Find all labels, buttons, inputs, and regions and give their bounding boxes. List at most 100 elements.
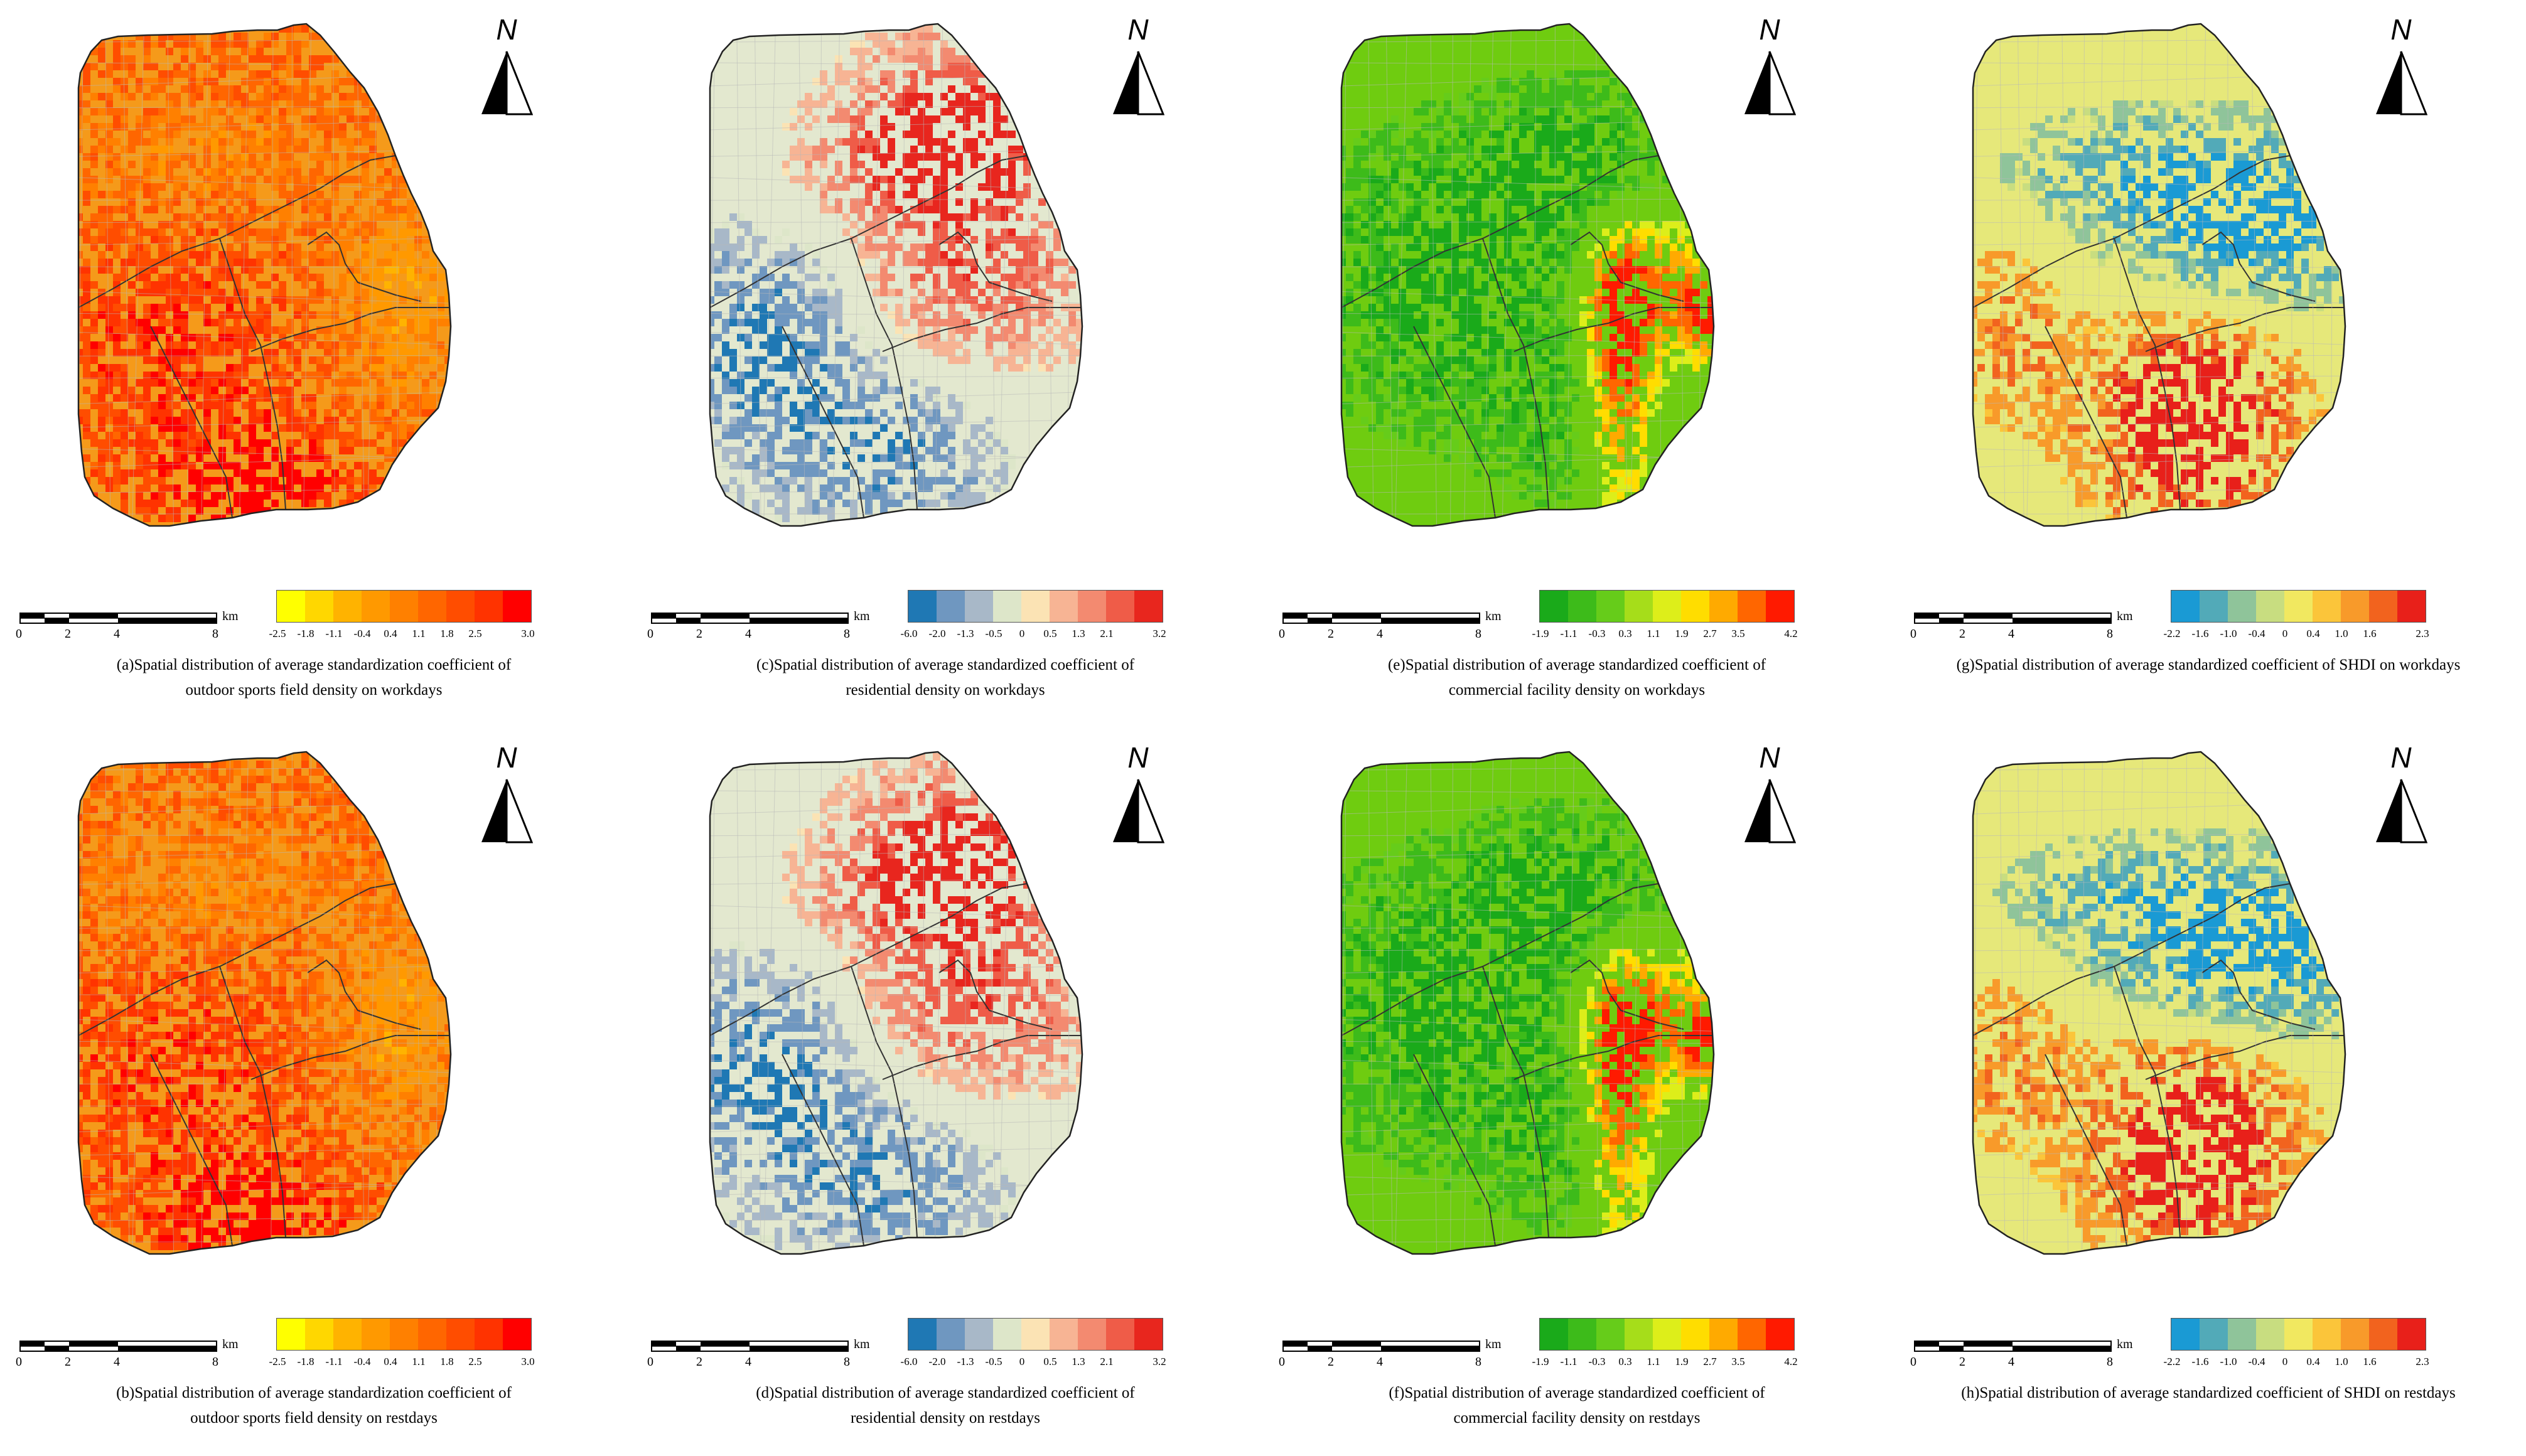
grid-cell (234, 462, 241, 469)
grid-cell (1406, 183, 1414, 191)
grid-cell (2279, 191, 2286, 198)
grid-cell (903, 108, 910, 115)
grid-cell (1429, 236, 1436, 244)
grid-cell (1692, 289, 1700, 296)
caption-line-2: outdoor sports field density on workdays (6, 678, 621, 703)
grid-cell (249, 78, 256, 85)
grid-cell (188, 515, 196, 522)
caption-line-1: (e)Spatial distribution of average stand… (1269, 653, 1884, 678)
grid-cell (241, 477, 249, 484)
grid-cell (392, 334, 399, 341)
grid-cell (294, 379, 301, 387)
grid-cell (2218, 236, 2226, 244)
grid-cell (895, 228, 903, 236)
grid-cell (354, 221, 362, 228)
grid-cell (797, 326, 805, 334)
grid-cell (151, 304, 158, 311)
grid-cell (158, 462, 166, 469)
grid-cell (827, 304, 835, 311)
grid-cell (414, 228, 422, 236)
grid-cell (181, 48, 188, 55)
grid-cell (1368, 198, 1376, 206)
grid-cell (1700, 356, 1707, 364)
grid-cell (181, 251, 188, 259)
grid-cell (1527, 108, 1534, 115)
grid-cell (812, 379, 820, 387)
grid-cell (1625, 319, 1632, 326)
grid-cell (970, 304, 978, 311)
grid-cell (1444, 334, 1451, 341)
grid-cell (113, 153, 121, 161)
legend-swatch (1106, 591, 1134, 622)
grid-cell (136, 138, 143, 146)
grid-cell (1038, 356, 1046, 364)
grid-cell (362, 221, 369, 228)
legend-tick: 0.3 (1618, 628, 1631, 640)
grid-cell (857, 394, 865, 402)
grid-cell (98, 138, 105, 146)
grid-cell (2113, 213, 2120, 221)
grid-cell (729, 432, 737, 439)
grid-cell (1361, 417, 1368, 424)
grid-cell (1436, 296, 1444, 304)
grid-cell (1474, 387, 1481, 394)
grid-cell (2075, 161, 2083, 168)
grid-cell (105, 296, 113, 304)
grid-cell (1610, 447, 1617, 454)
grid-cell (993, 469, 1001, 477)
scale-tick: 2 (696, 627, 702, 641)
grid-cell (1564, 168, 1572, 176)
grid-cell (286, 439, 294, 447)
grid-cell (1368, 311, 1376, 319)
grid-cell (955, 500, 963, 507)
grid-cell (2256, 274, 2264, 281)
legend-swatch (1050, 591, 1078, 622)
grid-cell (1001, 206, 1008, 213)
grid-cell (331, 364, 339, 372)
grid-cell (128, 387, 136, 394)
grid-cell (1692, 334, 1700, 341)
grid-cell (955, 228, 963, 236)
grid-cell (2128, 259, 2136, 266)
grid-cell (407, 424, 414, 432)
grid-cell (226, 424, 234, 432)
grid-cell (2256, 138, 2264, 146)
grid-cell (1655, 356, 1662, 364)
panel-caption: (e)Spatial distribution of average stand… (1269, 653, 1884, 703)
grid-cell (339, 372, 347, 379)
grid-cell (1376, 236, 1384, 244)
grid-cell (918, 484, 925, 492)
grid-cell (264, 424, 271, 432)
grid-cell (1451, 311, 1459, 319)
grid-cell (1519, 281, 1527, 289)
grid-cell (880, 153, 888, 161)
grid-cell (1353, 168, 1361, 176)
grid-cell (234, 326, 241, 334)
grid-cell (203, 387, 211, 394)
grid-cell (1008, 356, 1016, 364)
grid-cell (1519, 123, 1527, 131)
grid-cell (392, 191, 399, 198)
grid-cell (1361, 168, 1368, 176)
grid-cell (714, 228, 722, 236)
grid-cell (316, 153, 324, 161)
grid-cell (339, 131, 347, 138)
grid-cell (1368, 319, 1376, 326)
grid-cell (196, 402, 203, 409)
grid-cell (1008, 334, 1016, 341)
panel-caption: (a)Spatial distribution of average stand… (6, 653, 621, 703)
grid-cell (1451, 259, 1459, 266)
grid-cell (1001, 326, 1008, 334)
grid-cell (760, 409, 767, 417)
grid-cell (1474, 244, 1481, 251)
grid-cell (955, 251, 963, 259)
grid-cell (1625, 115, 1632, 123)
grid-cell (173, 108, 181, 115)
grid-cell (2045, 281, 2053, 289)
grid-cell (873, 176, 880, 183)
grid-cell (1451, 183, 1459, 191)
grid-cell (963, 228, 970, 236)
grid-cell (309, 447, 316, 454)
grid-cell (83, 236, 90, 244)
grid-cell (903, 93, 910, 100)
